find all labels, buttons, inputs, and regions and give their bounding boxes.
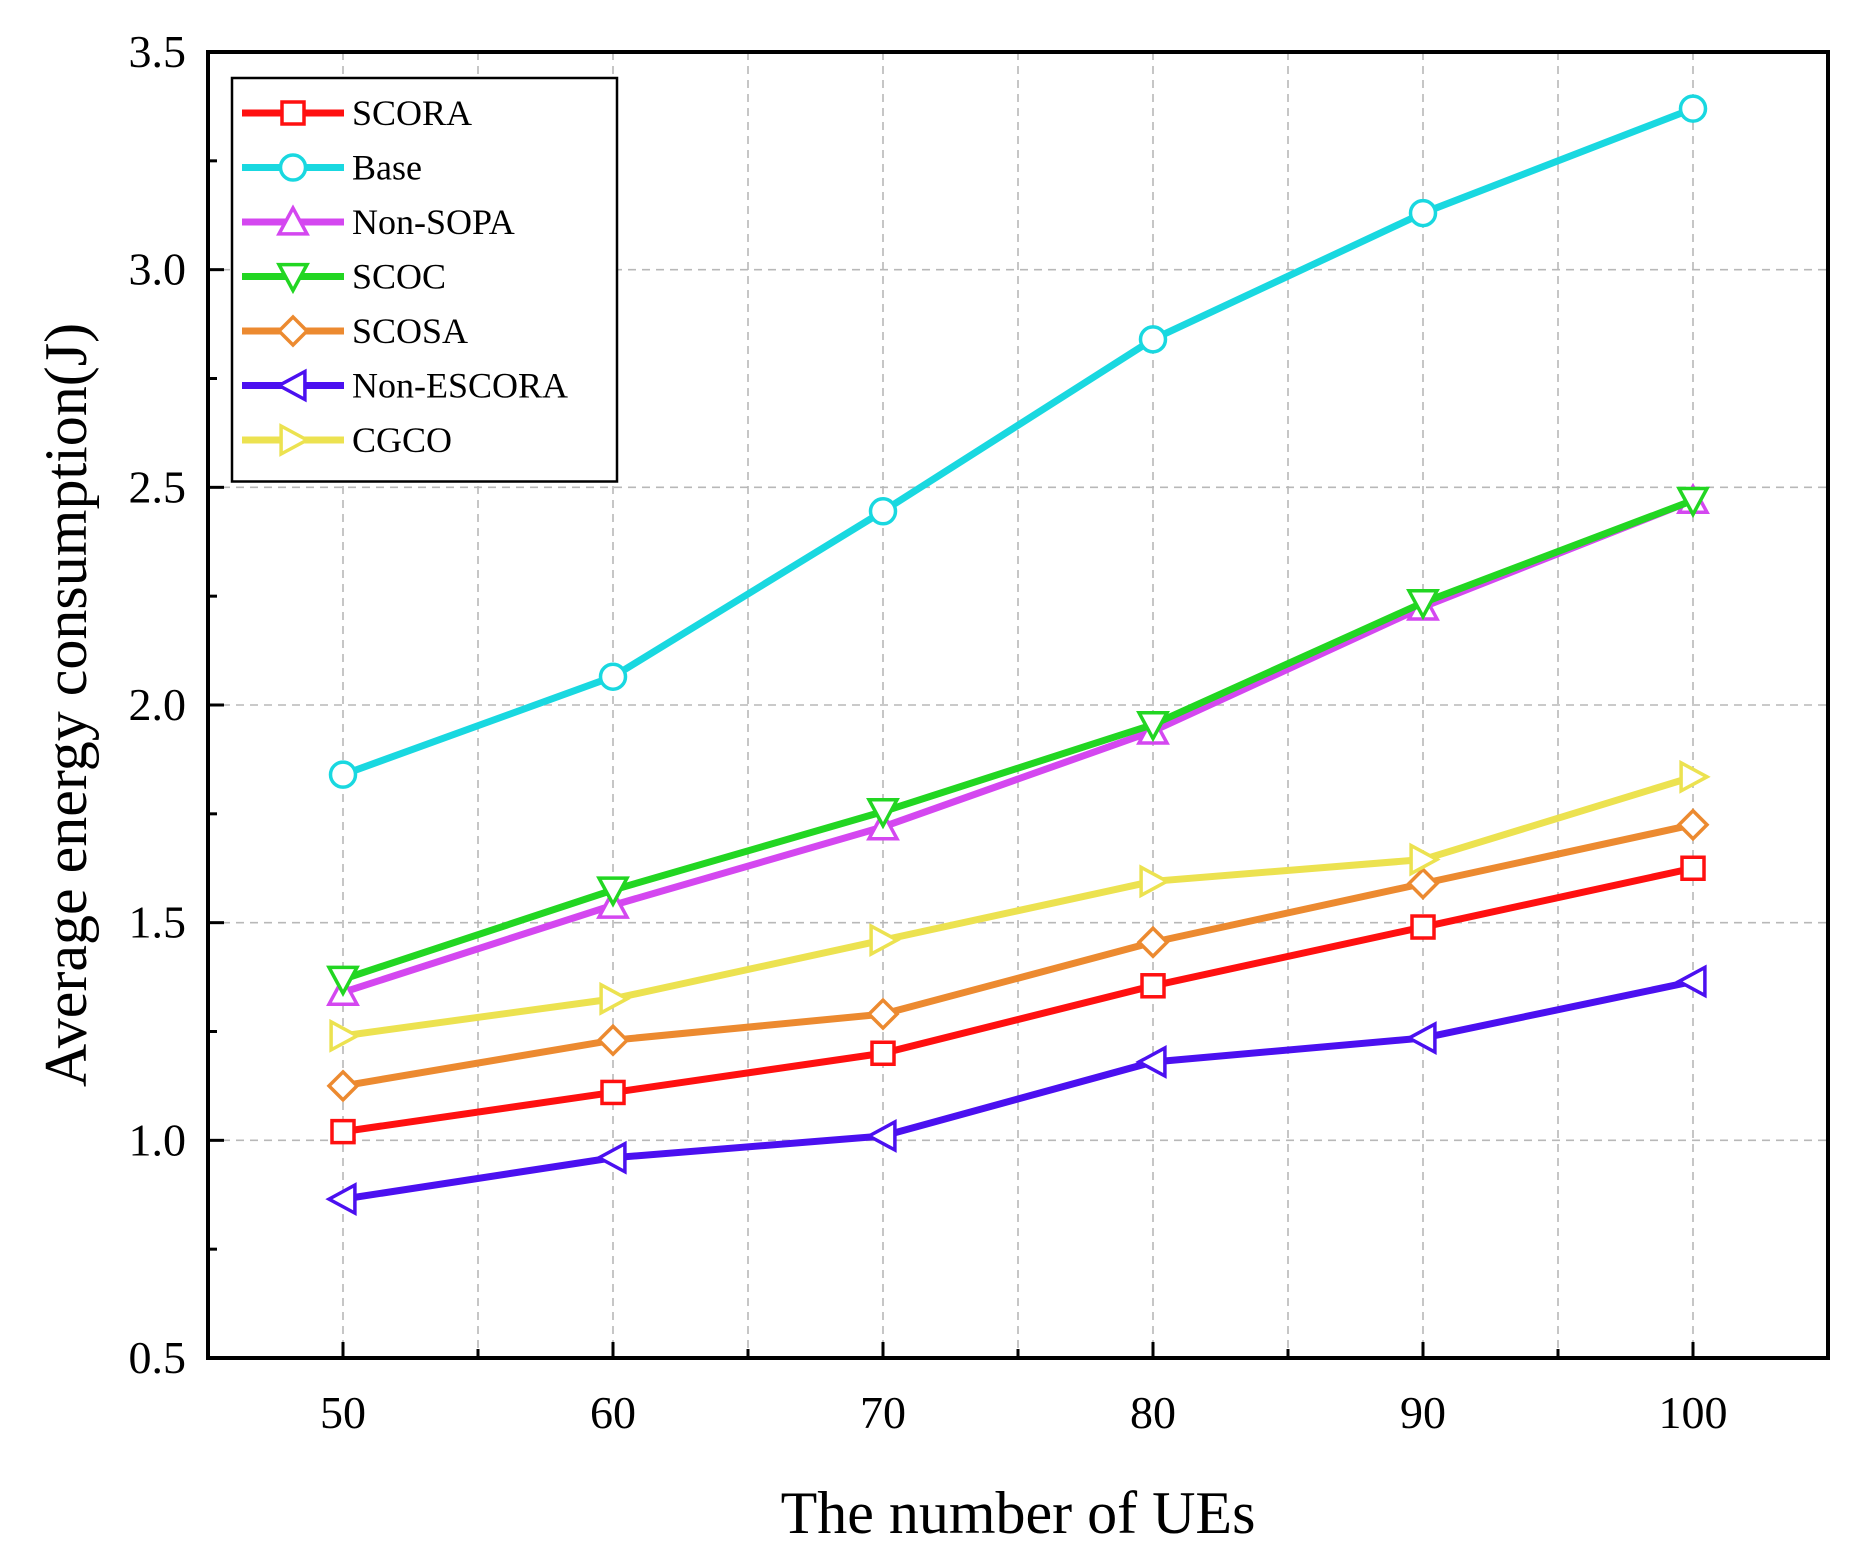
data-point bbox=[1676, 808, 1710, 842]
y-axis-title: Average energy consumption(J) bbox=[33, 323, 99, 1087]
y-tick-label: 2.5 bbox=[129, 461, 187, 512]
data-point bbox=[598, 662, 628, 691]
data-point bbox=[868, 497, 898, 526]
data-point bbox=[596, 1023, 630, 1057]
legend-label: SCORA bbox=[352, 93, 472, 133]
legend-entry: Base bbox=[242, 148, 422, 188]
x-tick-label: 50 bbox=[320, 1387, 366, 1438]
series-scora bbox=[330, 855, 1706, 1145]
data-point bbox=[1680, 855, 1706, 881]
data-point bbox=[328, 760, 358, 789]
data-point bbox=[599, 981, 631, 1016]
legend-swatch-marker bbox=[276, 204, 310, 236]
series-base bbox=[328, 94, 1708, 789]
data-point bbox=[1139, 864, 1171, 899]
legend-entry: SCOC bbox=[242, 257, 446, 297]
x-tick-label: 60 bbox=[590, 1387, 636, 1438]
data-point bbox=[596, 876, 630, 908]
data-point bbox=[1406, 867, 1440, 900]
data-point bbox=[866, 997, 900, 1031]
data-point bbox=[1406, 589, 1440, 621]
legend-entry: SCOSA bbox=[242, 311, 468, 351]
data-point bbox=[1676, 486, 1710, 519]
y-tick-label: 3.5 bbox=[129, 26, 187, 77]
x-axis-title: The number of UEs bbox=[781, 1480, 1256, 1546]
legend-label: SCOC bbox=[352, 257, 446, 297]
series-line bbox=[339, 773, 1697, 1040]
legend-entry: SCORA bbox=[242, 93, 472, 133]
x-tick-label: 70 bbox=[860, 1387, 906, 1438]
data-point bbox=[1136, 925, 1170, 959]
data-point bbox=[1408, 198, 1438, 228]
y-tick-label: 2.0 bbox=[129, 679, 187, 730]
legend-entry: Non-SOPA bbox=[242, 202, 515, 242]
data-point bbox=[595, 1140, 627, 1175]
data-point bbox=[1135, 1045, 1167, 1079]
series-layer bbox=[325, 94, 1711, 1217]
data-point bbox=[870, 1040, 896, 1067]
legend: SCORA Base Non-SOPA SCOC SCOSA Non-ESCORA CGCO bbox=[230, 76, 619, 483]
series-cgco bbox=[329, 759, 1711, 1053]
series-line bbox=[339, 496, 1697, 983]
x-tick-label: 80 bbox=[1130, 1387, 1176, 1438]
legend-label: Non-SOPA bbox=[352, 202, 515, 242]
legend-entry: Non-ESCORA bbox=[242, 366, 568, 406]
data-point bbox=[325, 1182, 357, 1217]
legend-swatch-marker bbox=[276, 314, 310, 348]
y-tick-label: 3.0 bbox=[129, 244, 187, 295]
data-point bbox=[865, 1119, 897, 1153]
data-point bbox=[1409, 842, 1441, 877]
data-point bbox=[1675, 964, 1707, 999]
legend-swatch-marker bbox=[276, 262, 310, 295]
data-point bbox=[1405, 1021, 1437, 1055]
legend-label: SCOSA bbox=[352, 311, 468, 351]
x-tick-label: 90 bbox=[1400, 1387, 1446, 1438]
legend-swatch-marker bbox=[275, 368, 307, 403]
data-point bbox=[866, 798, 900, 830]
data-point bbox=[600, 1079, 626, 1106]
data-point bbox=[1140, 973, 1166, 999]
series-line bbox=[339, 977, 1697, 1203]
legend-entry: CGCO bbox=[242, 420, 452, 460]
data-point bbox=[869, 923, 901, 958]
x-tick-label: 100 bbox=[1659, 1387, 1728, 1438]
legend-swatch-marker bbox=[278, 153, 308, 182]
data-point bbox=[326, 965, 360, 997]
legend-label: CGCO bbox=[352, 420, 452, 460]
data-point bbox=[1138, 325, 1168, 354]
series-line bbox=[339, 105, 1697, 779]
ticks-layer: 50 60 70 80 90 100 0.5 1.0 1.5 2.0 2.5 3.0 3.5 bbox=[129, 26, 1728, 1438]
data-point bbox=[1136, 710, 1170, 743]
data-point bbox=[330, 1118, 356, 1145]
legend-swatch-marker bbox=[280, 100, 306, 126]
series-line bbox=[339, 864, 1697, 1136]
series-non-escora bbox=[325, 964, 1707, 1217]
data-point bbox=[1679, 759, 1711, 794]
y-tick-label: 0.5 bbox=[129, 1332, 187, 1383]
series-line bbox=[339, 821, 1697, 1090]
series-scosa bbox=[326, 808, 1710, 1103]
y-tick-label: 1.5 bbox=[129, 897, 187, 948]
series-scoc bbox=[326, 486, 1710, 997]
legend-label: Base bbox=[352, 148, 422, 188]
y-tick-label: 1.0 bbox=[129, 1114, 187, 1165]
data-point bbox=[329, 1018, 361, 1053]
legend-swatch-marker bbox=[279, 423, 311, 457]
data-point bbox=[1410, 914, 1436, 940]
data-point bbox=[326, 1069, 360, 1103]
data-point bbox=[1678, 94, 1708, 123]
legend-label: Non-ESCORA bbox=[352, 366, 568, 406]
